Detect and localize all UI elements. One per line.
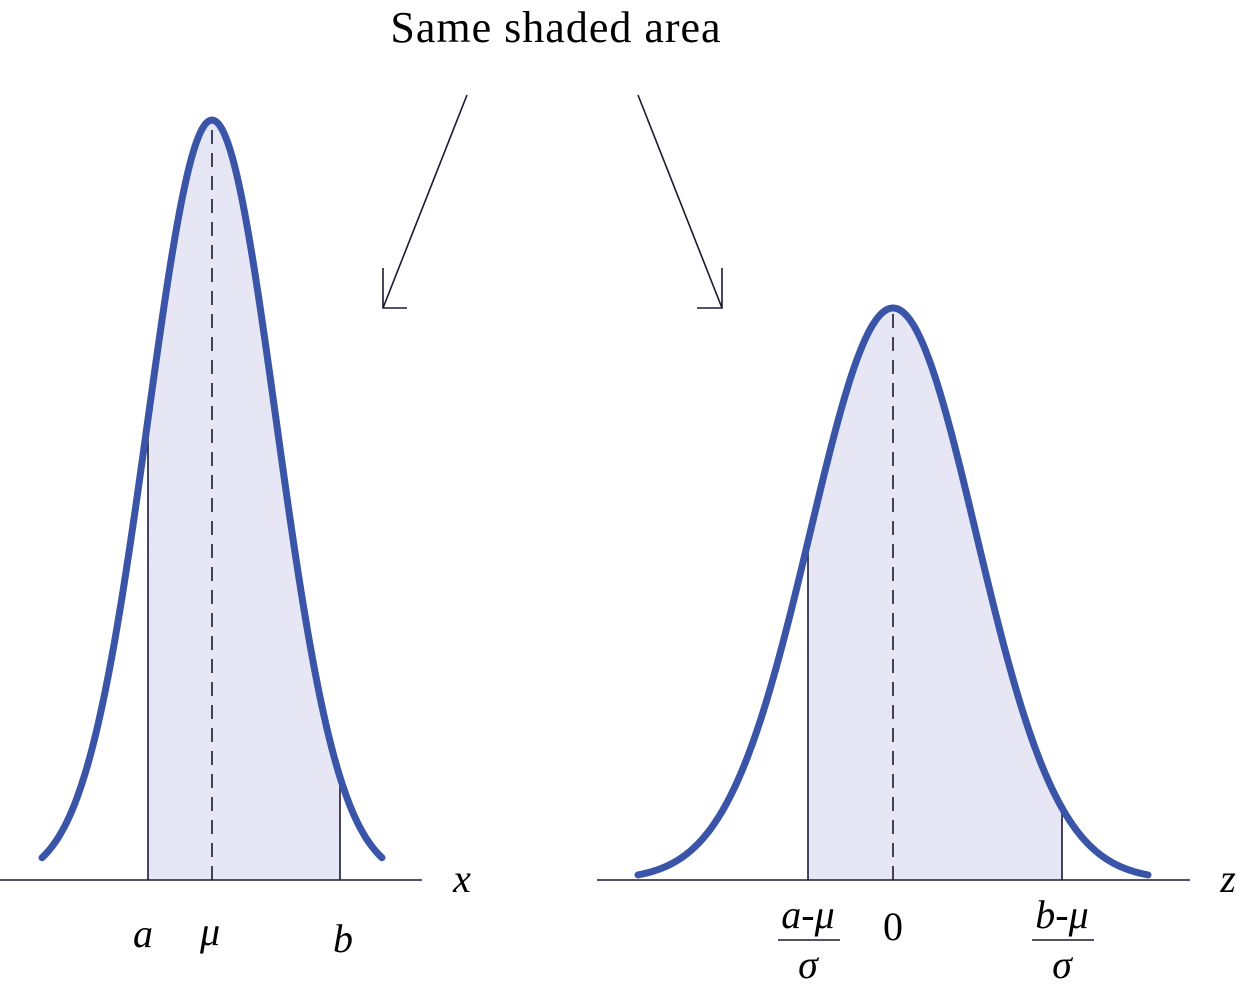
shaded-area — [808, 308, 1062, 880]
tick-label: a — [133, 911, 153, 956]
tick-label: b — [333, 916, 353, 961]
arrow-right — [637, 94, 723, 309]
axis-label: x — [452, 856, 471, 901]
normal-curve — [634, 304, 1152, 879]
tick-label: 0 — [883, 904, 903, 949]
title: Same shaded area — [390, 3, 721, 52]
curves — [38, 116, 1152, 879]
shaded-areas — [147, 120, 1063, 880]
fraction-denominator: σ — [798, 942, 819, 987]
shaded-area — [148, 120, 340, 880]
fraction-denominator: σ — [1052, 942, 1073, 987]
tick-label: μ — [199, 909, 220, 954]
fraction-numerator: b-μ — [1035, 892, 1088, 937]
axis-label: z — [1219, 856, 1236, 901]
arrow-left — [382, 94, 468, 309]
normal-curve — [38, 116, 386, 862]
fraction-numerator: a-μ — [781, 892, 834, 937]
